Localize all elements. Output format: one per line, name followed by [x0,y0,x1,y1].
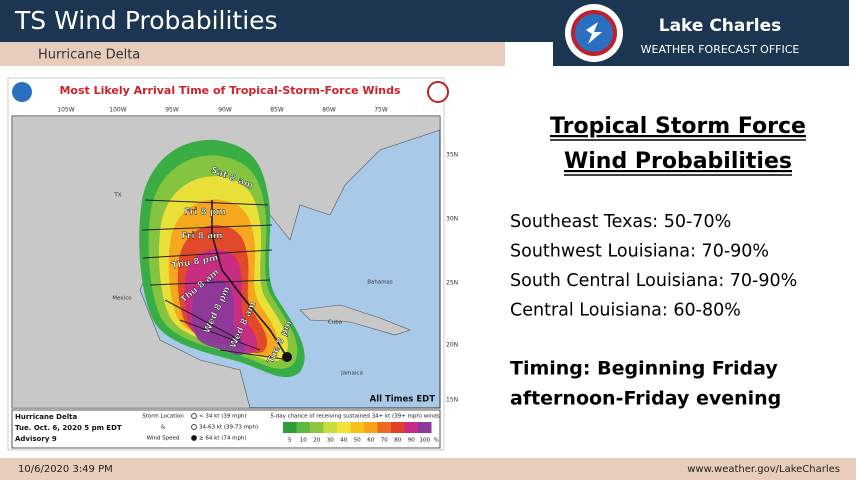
content-heading: Tropical Storm Force [550,114,806,139]
arrival-time-label: Fri 8 pm [184,208,225,218]
scale-label: 10 [300,438,307,444]
footer-band [0,458,856,480]
scale-label: 100 [420,438,431,444]
place-label: Jamaica [340,371,363,377]
scale-swatch [323,422,337,433]
page-title: TS Wind Probabilities [14,6,278,35]
map-cuba [299,304,411,336]
scale-swatch [310,422,324,433]
nws-logo-bolt [586,22,602,44]
latitude-label: 30N [446,216,458,223]
storm-track [211,200,292,362]
legend-key-title: & [161,425,166,431]
scale-label: 70 [381,438,388,444]
time-note: All Times EDT [370,395,436,405]
probability-item: Southwest Louisiana: 70-90% [510,242,769,262]
legend-symbol [191,413,197,419]
content-heading: Wind Probabilities [564,149,792,174]
storm-position [282,352,292,362]
arrival-lines [141,199,291,361]
longitude-label: 90W [218,107,232,114]
subtitle-band [0,42,505,66]
legend-symbol-label: < 34 kt (39 mph) [199,414,247,420]
nws-small-logo [427,81,449,103]
latitude-label: 35N [446,152,458,159]
scale-unit: % [434,438,439,444]
longitude-label: 75W [374,107,388,114]
scale-label: 50 [354,438,361,444]
scale-swatch [377,422,391,433]
scale-label: 40 [340,438,347,444]
latitude-label: 15N [446,397,458,404]
scale-label: 5 [288,438,292,444]
latitude-label: 25N [446,280,458,287]
scale-swatch [364,422,378,433]
scale-swatch [296,422,310,433]
scale-swatch [404,422,418,433]
timing-line: Timing: Beginning Friday [510,358,778,380]
longitude-label: 105W [57,107,74,114]
footer-timestamp: 10/6/2020 3:49 PM [18,464,113,475]
longitude-label: 80W [322,107,336,114]
legend-symbol-label: ≥ 64 kt (74 mph) [199,436,247,442]
office-subtitle: WEATHER FORECAST OFFICE [641,43,800,56]
scale-label: 20 [313,438,320,444]
scale-label: 80 [394,438,401,444]
latitude-label: 20N [446,342,458,349]
scale-swatch [337,422,351,433]
scale-label: 30 [327,438,334,444]
place-label: Cuba [328,320,342,326]
scale-swatch [283,422,297,433]
probability-item: Central Louisiana: 60-80% [510,301,741,321]
cone-band [192,279,246,356]
longitude-label: 95W [165,107,179,114]
scale-swatch [391,422,405,433]
longitude-label: 85W [270,107,284,114]
office-name: Lake Charles [659,16,782,36]
longitude-label: 100W [109,107,126,114]
scale-label: 90 [408,438,415,444]
track-line [211,200,288,358]
legend-issued: Tue. Oct. 6, 2020 5 pm EDT [15,424,122,432]
title-band [0,0,553,42]
probability-cone [139,139,305,378]
noaa-logo [12,82,32,102]
map-title: Most Likely Arrival Time of Tropical-Sto… [59,84,401,97]
legend-key-title: Storm Location [142,414,184,420]
legend-symbol-label: 34-63 kt (39-73 mph) [199,425,258,431]
place-label: Bahamas [367,280,393,286]
probability-item: Southeast Texas: 50-70% [510,212,731,232]
scale-swatch [418,422,432,433]
legend-key-title: Wind Speed [147,436,180,442]
place-label: Mexico [112,296,132,302]
place-label: TX [113,193,121,199]
arrival-time-label: Fri 8 am [181,232,222,242]
probability-item: South Central Louisiana: 70-90% [510,271,797,291]
page-subtitle: Hurricane Delta [38,48,140,63]
legend-symbol [191,435,197,441]
legend-symbol [191,424,197,430]
timing-line: afternoon-Friday evening [510,388,781,410]
legend-advisory: Advisory 9 [15,435,57,443]
legend-storm: Hurricane Delta [15,413,77,421]
footer-url: www.weather.gov/LakeCharles [687,464,840,475]
scale-label: 60 [367,438,374,444]
scale-swatch [350,422,364,433]
legend-scale-title: 5-day chance of receiving sustained 34+ … [270,414,439,420]
